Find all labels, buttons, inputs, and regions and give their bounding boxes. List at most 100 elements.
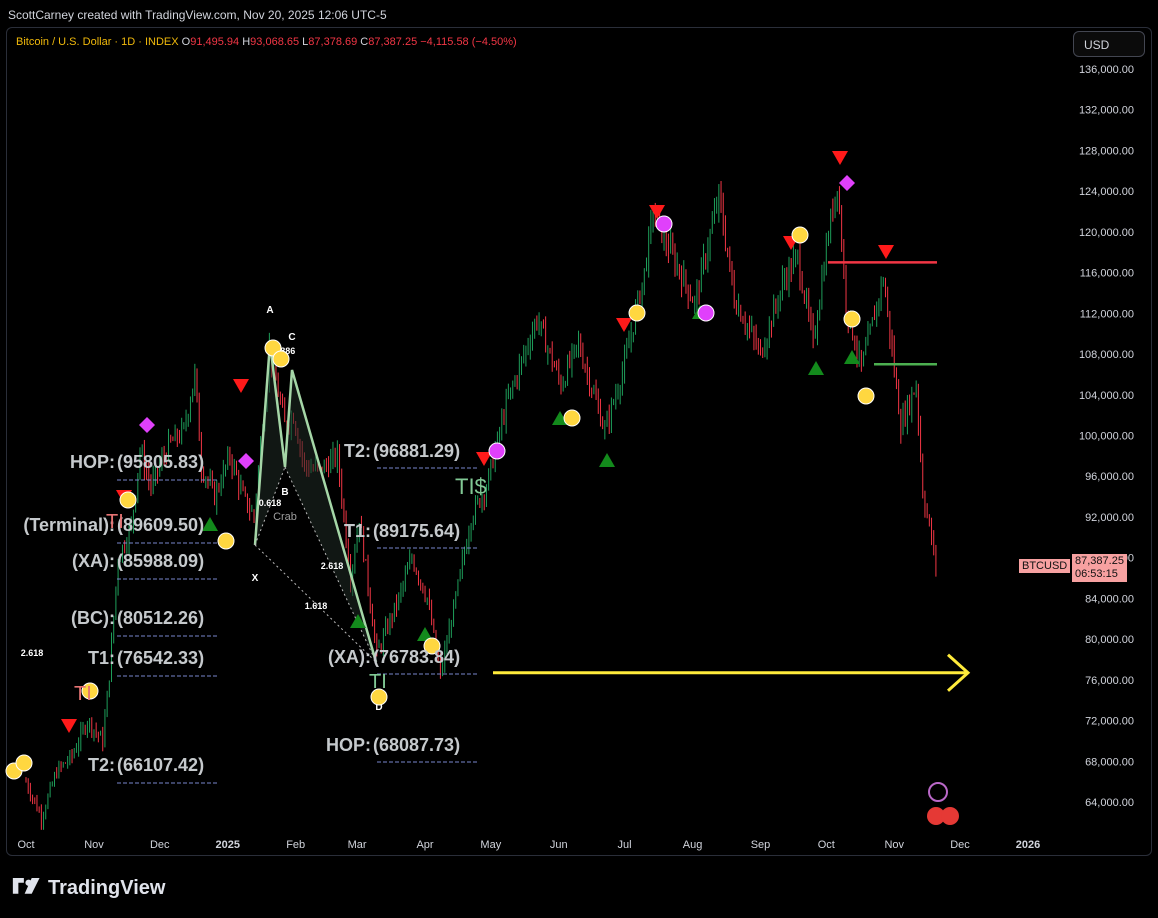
x-tick-label: Oct [818,839,835,851]
magenta-signal-dot [655,215,673,233]
left-level-label: HOP: [70,452,115,472]
left-level-label: (XA): [72,551,115,571]
pattern-point-label: B [281,487,288,498]
x-tick-label: 2025 [215,839,239,851]
pattern-point-label: X [252,573,259,584]
currency-button[interactable]: USD [1073,31,1145,57]
y-tick-label: 96,000.00 [1085,471,1134,483]
left-level-label: T2: [88,755,115,775]
pattern-ratio-label: 0.886 [273,346,296,356]
x-tick-label: Nov [84,839,104,851]
ti-label: TI [106,511,124,533]
left-level-value: (89609.50) [117,515,204,535]
y-tick-label: 124,000.00 [1079,186,1134,198]
pattern-ratio-label: 2.618 [321,561,344,571]
left-level-label: (Terminal): [23,515,115,535]
magenta-diamond-marker [238,453,254,469]
x-tick-label: Mar [348,839,367,851]
y-tick-label: 72,000.00 [1085,716,1134,728]
buy-signal-marker [417,627,433,641]
y-tick-label: 132,000.00 [1079,105,1134,117]
x-tick-label: Feb [286,839,305,851]
left-level-value: (76542.33) [117,648,204,668]
open-label: O [181,36,191,48]
y-tick-label: 100,000.00 [1079,431,1134,443]
x-tick-label: Jun [550,839,568,851]
pattern-ratio-label: 0.618 [259,498,282,508]
pattern-point-label: A [266,305,273,316]
chart-credit: ScottCarney created with TradingView.com… [8,8,387,22]
yellow-signal-dot [81,682,99,700]
projection-labels: HOP: (95805.83)(Terminal): (89609.50)(XA):… [23,441,487,784]
yellow-signal-dot [217,532,235,550]
pattern-point-label: C [288,332,295,343]
chart-frame [6,27,1152,856]
x-tick-label: Nov [884,839,904,851]
yellow-signal-dot [423,637,441,655]
brand-name: TradingView [48,877,166,899]
close-label: C [360,36,369,48]
left-level-label: T1: [88,648,115,668]
price-overlays [493,261,971,692]
pattern-triangle-xab [255,343,285,545]
sell-signal-marker [832,151,848,165]
left-level-value: (80512.26) [117,608,204,628]
left-level-value: (85988.09) [117,551,204,571]
pattern-ratio-line [284,466,377,663]
symbol-name: Bitcoin / U.S. Dollar · 1D · INDEX [16,36,179,48]
sell-signal-marker [476,452,492,466]
bottom-bar [0,858,1158,918]
yellow-signal-dot [563,409,581,427]
candles [25,181,937,830]
tradingview-logo-icon [12,877,40,894]
x-tick-label: Dec [150,839,170,851]
us-flag-icon [941,807,959,825]
top-bar: ScottCarney created with TradingView.com… [0,0,1158,28]
right-level-value: (68087.73) [373,735,460,755]
buy-signal-marker [844,350,860,364]
change-value: −4,115.58 (−4.50%) [420,36,517,48]
high-label: H [242,36,251,48]
y-tick-label: 116,000.00 [1080,268,1134,280]
magenta-diamond-marker [839,175,855,191]
y-tick-label: 120,000.00 [1079,227,1134,239]
last-price: 87,387.25 [1075,555,1124,567]
yellow-signal-dot [119,491,137,509]
bar-countdown: 06:53:15 [1075,568,1118,580]
pattern-triangle-bcd [285,370,376,662]
low-value: 87,378.69 [308,36,358,48]
y-tick-label: 112,000.00 [1080,308,1134,320]
y-tick-label: 84,000.00 [1085,593,1134,605]
high-value: 93,068.65 [250,36,300,48]
harmonic-pattern: X A B C D Crab 0.618 2.618 1.618 0.886 2.618 [21,305,383,713]
ti-label: TI [369,671,387,693]
right-level-value: (89175.64) [373,521,460,541]
pattern-point-label: D [375,702,382,713]
sell-signal-marker [233,379,249,393]
x-tick-label: Dec [950,839,970,851]
y-axis: 136,000.00 132,000.00 128,000.00 124,000.00… [1079,64,1134,809]
buy-signal-marker [350,614,366,628]
y-tick-label: 76,000.00 [1085,675,1134,687]
pattern-ratio-label: 1.618 [305,601,328,611]
y-tick-label: 108,000.00 [1079,349,1134,361]
symbol-legend: Bitcoin / U.S. Dollar · 1D · INDEX O91,4… [16,36,517,48]
x-tick-label: Apr [416,839,433,851]
right-level-value: (96881.29) [373,441,460,461]
event-icon [928,782,948,802]
sell-signal-marker [649,205,665,219]
left-level-value: (95805.83) [117,452,204,472]
x-axis: Oct Nov Dec 2025 Feb Mar Apr May Jun Jul Aug Sep Oct… [17,839,1040,851]
buy-signal-marker [202,517,218,531]
x-tick-label: 2026 [1016,839,1040,851]
yellow-signal-dot [857,387,875,405]
tis-label: TI$ [455,474,487,499]
tradingview-brand[interactable]: TradingView [12,877,165,900]
sell-signal-marker [61,719,77,733]
right-level-label: (XA): [328,647,371,667]
yellow-signal-dot [628,304,646,322]
yellow-signal-dot [272,350,290,368]
yellow-signal-dot [791,226,809,244]
x-tick-label: Aug [683,839,703,851]
